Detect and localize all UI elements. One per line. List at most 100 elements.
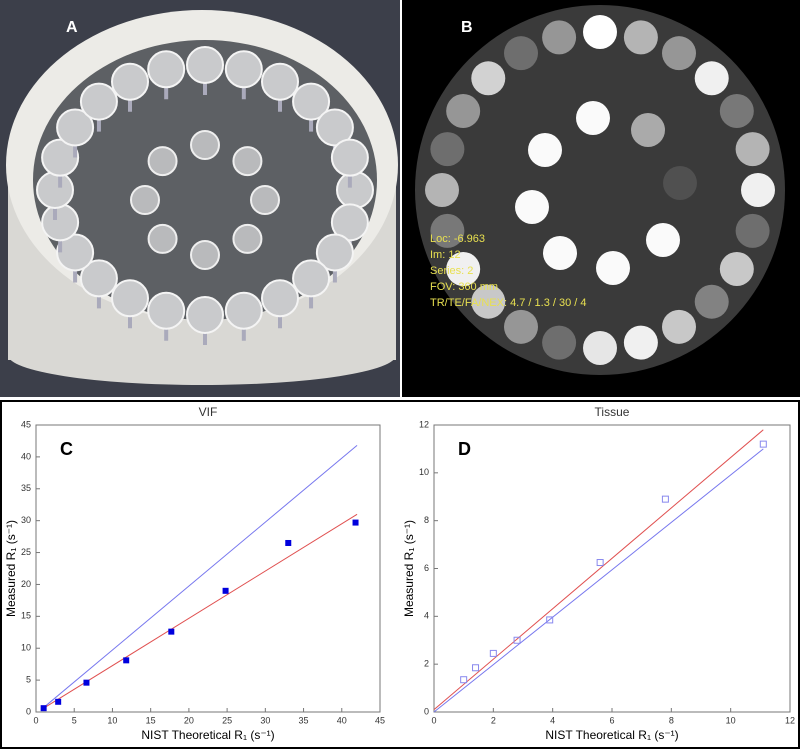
vial: [130, 185, 160, 215]
vial: [336, 171, 374, 209]
y-tick-label: 8: [424, 515, 429, 525]
data-point: [352, 519, 359, 526]
spot: [623, 20, 658, 55]
fit-line: [433, 429, 764, 710]
spot: [515, 190, 549, 224]
spot: [741, 173, 775, 207]
y-tick-label: 20: [21, 579, 31, 589]
fit-line: [433, 448, 764, 713]
x-tick-label: 5: [72, 715, 77, 725]
x-tick-label: 0: [431, 715, 436, 725]
chart-panel: [0, 400, 800, 749]
x-tick-label: 45: [375, 715, 385, 725]
data-point: [40, 705, 47, 712]
vial: [41, 203, 80, 242]
spot: [662, 309, 696, 344]
vial: [111, 279, 149, 318]
x-tick-label: 35: [299, 715, 309, 725]
data-point: [596, 559, 604, 567]
vial: [315, 108, 354, 147]
panel-label: C: [60, 439, 73, 459]
scan-info-line: FOV: 360 mm: [430, 281, 498, 293]
vial: [186, 46, 224, 84]
spot: [542, 20, 577, 55]
spot: [662, 36, 696, 71]
panel-label: B: [461, 19, 473, 36]
y-tick-label: 2: [424, 659, 429, 669]
scan-info-line: TR/TE/FA/NEX: 4.7 / 1.3 / 30 / 4: [430, 297, 587, 309]
data-point: [759, 440, 767, 448]
data-point: [661, 495, 669, 503]
scan-info-line: Im: 12: [430, 249, 461, 261]
data-point: [285, 539, 292, 546]
spot: [543, 236, 577, 270]
charts: 0 5 10 15 20 25 30 35 40 45051015202530354045VIFC…: [4, 405, 795, 742]
data-point: [460, 676, 468, 684]
spot: [446, 252, 481, 286]
vial: [224, 291, 263, 330]
vial: [36, 171, 74, 209]
spot: [576, 101, 610, 135]
panel-label: D: [458, 439, 471, 459]
vial: [250, 185, 280, 215]
vial: [41, 138, 80, 177]
vial: [224, 50, 263, 89]
data-point: [168, 628, 175, 635]
data-point: [489, 649, 497, 657]
vial: [315, 233, 354, 272]
vial: [111, 62, 149, 101]
spot: [430, 132, 465, 167]
chart-title: VIF: [199, 405, 218, 419]
y-tick-label: 6: [424, 563, 429, 573]
data-point: [55, 698, 62, 705]
x-tick-label: 15: [146, 715, 156, 725]
x-tick-label: 10: [726, 715, 736, 725]
x-tick-label: 25: [222, 715, 232, 725]
vial: [186, 296, 224, 334]
y-tick-label: 0: [424, 706, 429, 716]
y-tick-label: 10: [419, 467, 429, 477]
spot: [719, 94, 754, 128]
panel-b: B Loc: -6.963 Im: 12 Series: 2 FOV: 360 mm T…: [402, 0, 800, 397]
x-tick-label: 4: [550, 715, 555, 725]
y-tick-label: 40: [21, 451, 31, 461]
x-tick-label: 12: [785, 715, 795, 725]
y-tick-label: 15: [21, 611, 31, 621]
scan-info-line: Loc: -6.963: [430, 233, 485, 245]
spot: [528, 133, 562, 167]
cylinder-inside: [33, 40, 377, 320]
vial: [147, 50, 186, 89]
vial: [330, 203, 369, 242]
spot: [623, 325, 658, 360]
vial: [261, 62, 299, 101]
cylinder-bottom: [8, 325, 396, 385]
data-point: [546, 616, 554, 624]
y-tick-label: 35: [21, 483, 31, 493]
panel-a: A: [0, 0, 400, 397]
spot: [694, 284, 729, 319]
y-tick-label: 10: [21, 643, 31, 653]
spot: [735, 132, 770, 167]
fit-line: [43, 513, 358, 709]
data-point: [513, 636, 521, 644]
vial: [79, 82, 118, 121]
fit-line: [41, 445, 358, 710]
x-tick-label: 2: [491, 715, 496, 725]
vial: [56, 108, 95, 147]
x-tick-label: 30: [260, 715, 270, 725]
y-tick-label: 0: [26, 706, 31, 716]
vial: [147, 146, 178, 177]
spot: [694, 61, 729, 96]
spot: [471, 61, 506, 96]
scan-info: Loc: -6.963 Im: 12 Series: 2 FOV: 360 mm TR/…: [430, 233, 587, 309]
data-point: [222, 587, 229, 594]
x-tick-label: 8: [669, 715, 674, 725]
y-axis-label: Measured R₁ (s⁻¹): [402, 520, 416, 617]
vial: [79, 259, 118, 298]
scan-info-line: Series: 2: [430, 265, 473, 277]
panel-label: A: [66, 19, 78, 36]
x-axis-label: NIST Theoretical R₁ (s⁻¹): [545, 728, 678, 742]
spot: [663, 166, 697, 200]
y-tick-label: 12: [419, 419, 429, 429]
